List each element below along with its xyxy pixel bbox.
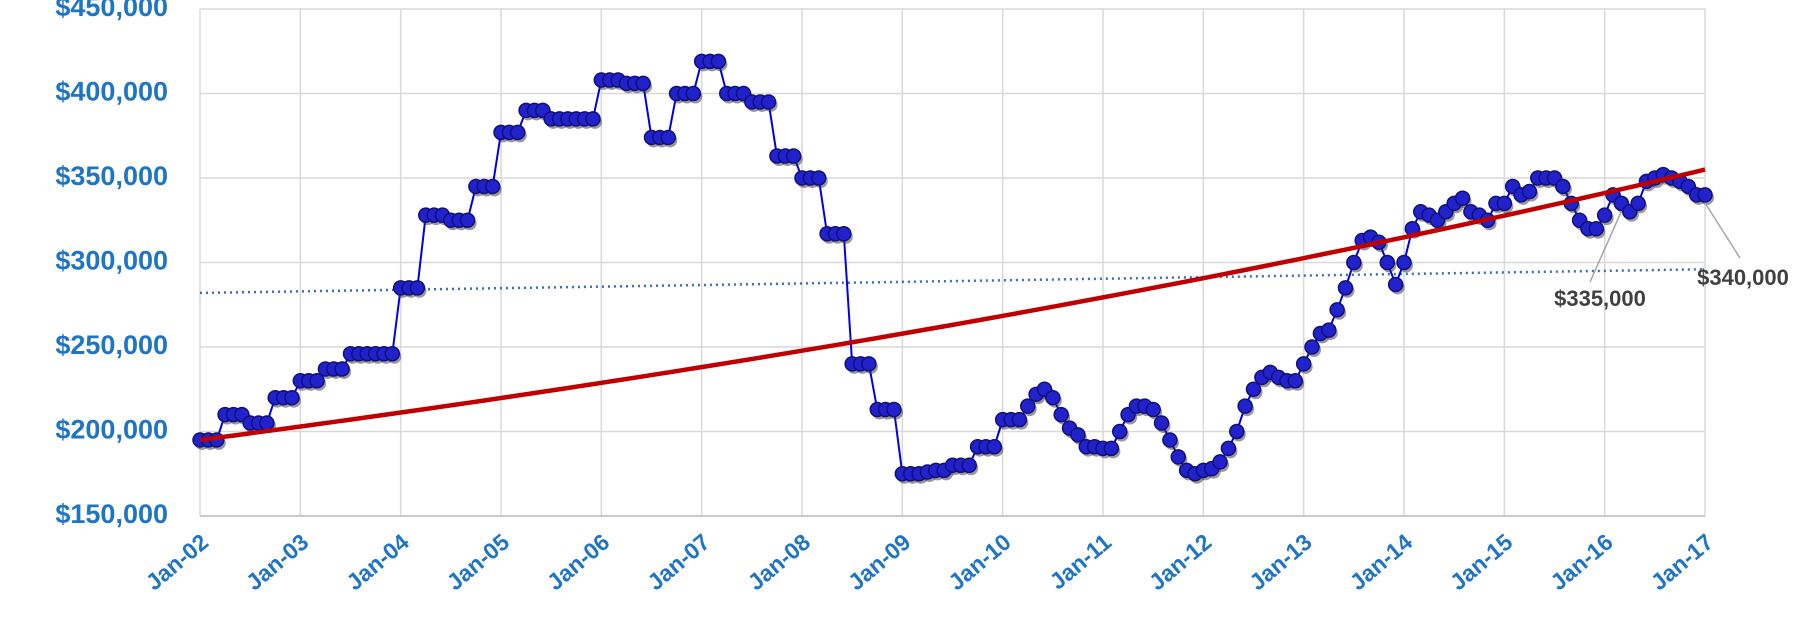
x-tick-label: Jan-05 (442, 528, 515, 595)
x-tick-label: Jan-12 (1144, 529, 1217, 596)
marker (1321, 322, 1337, 338)
marker (1245, 381, 1262, 397)
y-tick-label: $450,000 (55, 0, 168, 22)
marker (1020, 398, 1036, 414)
marker (309, 373, 325, 389)
marker (986, 438, 1003, 455)
annotation-leader (1704, 202, 1741, 259)
x-tick-label: Jan-02 (141, 529, 214, 596)
marker (961, 457, 977, 474)
marker (1070, 427, 1086, 443)
marker (1521, 183, 1538, 200)
marker (660, 129, 676, 146)
y-tick-label: $150,000 (55, 499, 168, 529)
marker (1337, 280, 1354, 296)
marker (1237, 398, 1253, 414)
marker (1045, 389, 1061, 406)
x-tick-label: Jan-14 (1345, 528, 1418, 595)
marker (1379, 254, 1396, 271)
x-tick-label: Jan-11 (1045, 528, 1117, 594)
marker (836, 226, 852, 242)
x-tick-label: Jan-03 (241, 529, 314, 596)
trendline (199, 167, 1706, 443)
marker (1588, 220, 1605, 237)
marker (1220, 440, 1237, 457)
marker (785, 148, 802, 164)
marker (484, 178, 501, 195)
marker (509, 124, 526, 141)
marker (1496, 195, 1513, 212)
x-tick-label: Jan-13 (1244, 529, 1317, 596)
marker (1170, 449, 1186, 465)
marker (259, 415, 275, 431)
marker (886, 401, 902, 418)
marker (1630, 195, 1646, 212)
marker (585, 111, 601, 127)
marker (861, 356, 877, 372)
annotation: $340,000 (1697, 265, 1789, 290)
marker (1053, 406, 1069, 423)
marker (1145, 401, 1161, 418)
y-tick-label: $350,000 (55, 161, 168, 191)
marker (334, 361, 350, 377)
marker (1162, 432, 1178, 448)
marker (1304, 339, 1320, 355)
marker (1103, 440, 1120, 457)
x-tick-label: Jan-08 (743, 528, 816, 595)
marker (710, 53, 727, 70)
x-tick-label: Jan-15 (1445, 528, 1518, 595)
x-tick-label: Jan-09 (843, 529, 916, 596)
x-tick-label: Jan-16 (1545, 529, 1618, 596)
y-tick-label: $200,000 (55, 415, 168, 445)
marker (1287, 373, 1304, 389)
annotation-leader (1589, 211, 1623, 283)
marker (1697, 187, 1713, 203)
marker (1387, 276, 1404, 293)
marker (1295, 356, 1312, 372)
x-tick-label: Jan-07 (642, 529, 715, 596)
marker (384, 346, 401, 362)
x-tick-label: Jan-10 (943, 529, 1016, 596)
marker (409, 280, 426, 296)
marker (1212, 454, 1228, 470)
x-tick-label: Jan-04 (341, 528, 414, 595)
x-tick-label: Jan-17 (1646, 529, 1719, 596)
y-tick-label: $400,000 (55, 77, 168, 107)
average-line (199, 268, 1706, 295)
marker (1229, 423, 1245, 440)
marker (635, 75, 651, 92)
annotation: $335,000 (1554, 286, 1646, 311)
marker (1555, 178, 1571, 195)
marker (685, 85, 702, 102)
marker (1346, 254, 1362, 271)
marker (1111, 423, 1128, 440)
y-tick-label: $300,000 (55, 246, 168, 276)
y-tick-label: $250,000 (55, 330, 168, 360)
marker (810, 170, 827, 186)
marker (1396, 254, 1412, 271)
marker (760, 94, 777, 110)
marker (284, 389, 300, 406)
marker (1011, 411, 1028, 428)
marker (1153, 415, 1170, 431)
x-tick-label: Jan-06 (542, 529, 615, 596)
marker (1454, 190, 1471, 207)
price-line (200, 60, 1705, 475)
marker (459, 212, 476, 228)
marker (1329, 302, 1345, 318)
marker (1596, 207, 1613, 223)
